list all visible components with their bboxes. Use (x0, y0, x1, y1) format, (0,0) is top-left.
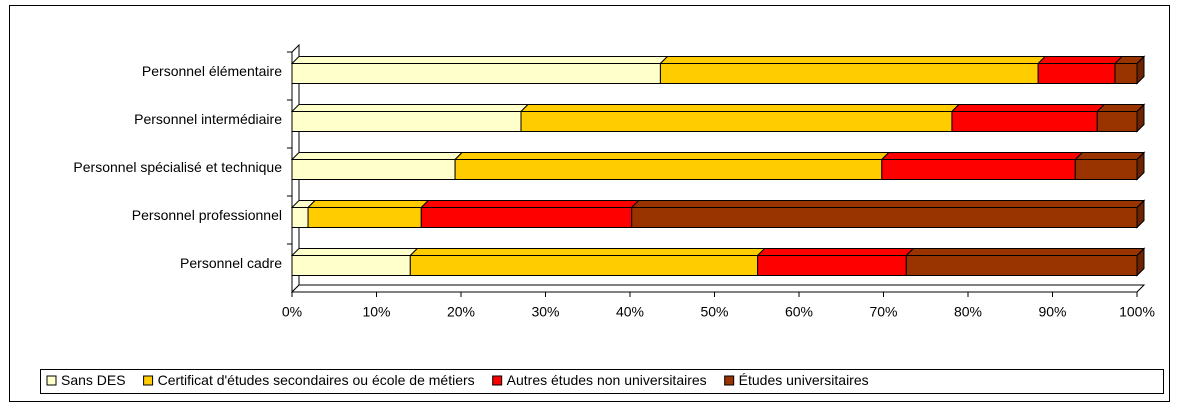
bar-top (519, 104, 961, 112)
bar (881, 159, 1076, 180)
bar-top (453, 152, 891, 160)
bar-top (1074, 152, 1146, 160)
y-tick-label: Personnel élémentaire (142, 63, 282, 79)
x-tick-label: 90% (1038, 304, 1066, 320)
bar-top (905, 248, 1146, 256)
bar (1074, 159, 1138, 180)
bar-top (950, 104, 1106, 112)
bar (757, 255, 907, 276)
bar (291, 63, 661, 84)
bar (520, 111, 953, 132)
bar-top (290, 152, 464, 160)
bar (307, 207, 422, 228)
bar (409, 255, 759, 276)
bar-side (1136, 199, 1145, 229)
bar-side (1136, 247, 1145, 277)
x-tick-label: 50% (700, 304, 728, 320)
y-tick-label: Personnel intermédiaire (134, 111, 282, 127)
bar (659, 63, 1039, 84)
bar-top (306, 200, 430, 208)
x-tick-label: 70% (869, 304, 897, 320)
bar (420, 207, 633, 228)
bar (631, 207, 1138, 228)
legend-label: Certificat d'études secondaires ou école… (158, 372, 475, 388)
bar-top (756, 248, 915, 256)
bar-side (1136, 55, 1145, 85)
legend-label: Autres études non universitaires (507, 372, 707, 388)
bar-top (290, 104, 530, 112)
x-tick-label: 30% (531, 304, 559, 320)
bar (291, 207, 309, 228)
x-tick-label: 80% (954, 304, 982, 320)
bar (291, 111, 522, 132)
legend-swatch (143, 375, 154, 386)
x-tick-label: 60% (785, 304, 813, 320)
bar (1096, 111, 1138, 132)
floor (290, 284, 1146, 293)
bar-top (880, 152, 1084, 160)
bar-top (630, 200, 1146, 208)
bar-top (1036, 56, 1124, 64)
bar (951, 111, 1098, 132)
legend-swatch (46, 375, 57, 386)
bar-side (1136, 103, 1145, 133)
legend-label: Sans DES (61, 372, 126, 388)
bar (291, 159, 456, 180)
legend-label: Études universitaires (739, 372, 869, 388)
bar (905, 255, 1138, 276)
x-tick-label: 20% (447, 304, 475, 320)
y-tick-label: Personnel cadre (180, 255, 282, 271)
y-tick-label: Personnel spécialisé et technique (73, 159, 282, 175)
bar (1037, 63, 1116, 84)
legend-swatch (492, 375, 503, 386)
bar-top (409, 248, 766, 256)
x-tick-label: 100% (1119, 304, 1155, 320)
x-tick-label: 40% (616, 304, 644, 320)
bar (1114, 63, 1138, 84)
y-tick-label: Personnel professionnel (132, 207, 282, 223)
x-tick-label: 10% (362, 304, 390, 320)
bar-top (420, 200, 640, 208)
bar-top (290, 248, 419, 256)
bar (291, 255, 411, 276)
bar-top (290, 56, 669, 64)
bar-side (1136, 151, 1145, 181)
bar-top (659, 56, 1047, 64)
x-tick-label: 0% (282, 304, 302, 320)
bar (454, 159, 883, 180)
legend-box (40, 369, 1164, 394)
bar-top (1096, 104, 1146, 112)
legend-swatch (724, 375, 735, 386)
